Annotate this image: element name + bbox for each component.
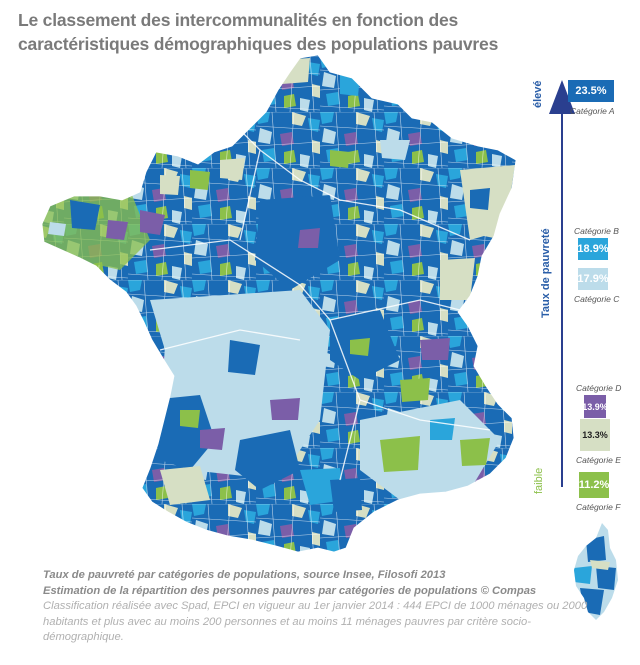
legend-category-a-value: 23.5%	[568, 80, 614, 102]
legend-category-e-label: Catégorie E	[576, 455, 621, 465]
legend-category-c-label: Catégorie C	[574, 294, 620, 304]
axis-high-label: élevé	[532, 80, 544, 108]
mainland-map	[42, 55, 516, 552]
france-outline	[41, 54, 517, 553]
legend-category-b-label: Catégorie B	[574, 226, 619, 236]
poverty-rate-axis	[561, 102, 563, 487]
legend-category-e-value: 13.3%	[580, 419, 610, 451]
legend-category-c-value: 17.9%	[577, 268, 609, 290]
title-line-2: caractéristiques démographiques des popu…	[18, 34, 499, 54]
axis-title: Taux de pauvreté	[540, 228, 552, 318]
legend-category-f-value: 11.2%	[579, 472, 609, 498]
source-line-2: Estimation de la répartition des personn…	[43, 584, 537, 597]
source-line-1: Taux de pauvreté par catégories de popul…	[43, 569, 446, 581]
legend-category-a-label: Catégorie A	[570, 106, 615, 116]
legend-category-f-label: Catégorie F	[576, 502, 621, 512]
legend-category-b-value: 18.9%	[577, 238, 609, 260]
legend-category-d-value: 13.9%	[582, 395, 608, 418]
page-title: Le classement des intercommunalités en f…	[18, 8, 538, 56]
source-notes: Taux de pauvreté par catégories de popul…	[43, 568, 603, 646]
region-borders	[149, 119, 491, 481]
title-line-1: Le classement des intercommunalités en f…	[18, 10, 459, 30]
source-line-3: Classification réalisée avec Spad, EPCI …	[43, 600, 588, 643]
axis-low-label: faible	[533, 467, 545, 494]
legend-category-d-label: Catégorie D	[576, 383, 622, 393]
